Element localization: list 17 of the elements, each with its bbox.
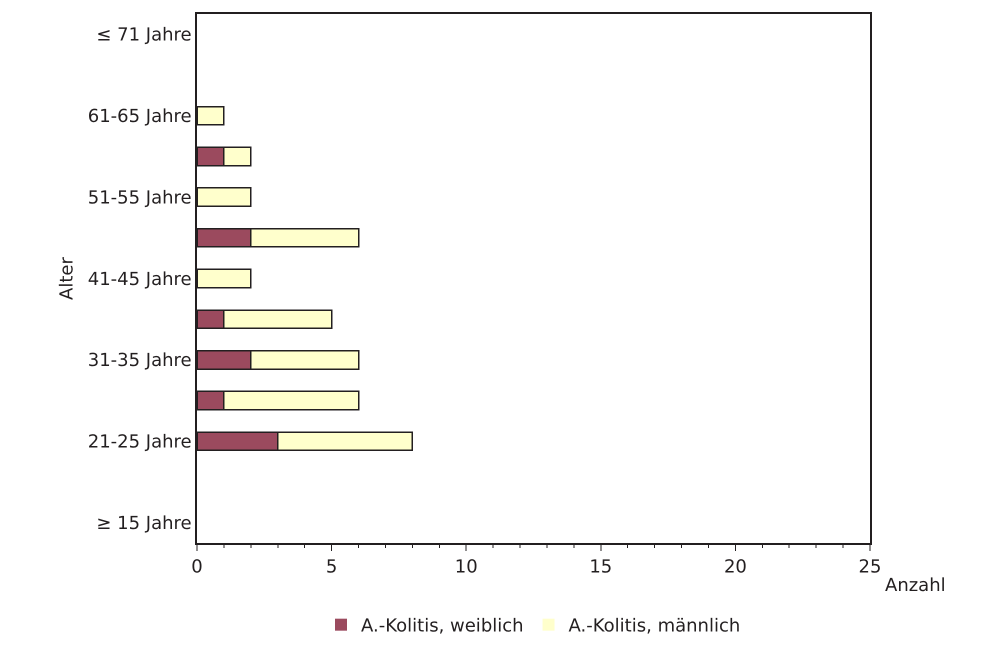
y-tick-label: 41-45 Jahre: [88, 268, 192, 290]
y-tick-label: 61-65 Jahre: [88, 106, 192, 128]
x-tick-label: 25: [858, 556, 882, 578]
y-tick-label: ≥ 15 Jahre: [96, 512, 192, 534]
x-tick-label: 10: [454, 556, 478, 578]
x-tick-label: 20: [724, 556, 747, 578]
y-axis-title: Alter: [56, 256, 78, 300]
x-tick-label: 0: [191, 556, 203, 578]
x-axis-title: Anzahl: [885, 575, 946, 596]
x-tick-label: 5: [326, 556, 338, 578]
y-tick-label: 51-55 Jahre: [88, 187, 192, 208]
y-tick-label: 21-25 Jahre: [88, 432, 192, 453]
legend-label: A.-Kolitis, weiblich: [361, 616, 524, 637]
x-tick-label: 15: [589, 556, 612, 578]
y-tick-label: 31-35 Jahre: [88, 350, 192, 372]
y-tick-label: ≤ 71 Jahre: [96, 24, 192, 46]
legend-label: A.-Kolitis, männlich: [568, 616, 740, 637]
